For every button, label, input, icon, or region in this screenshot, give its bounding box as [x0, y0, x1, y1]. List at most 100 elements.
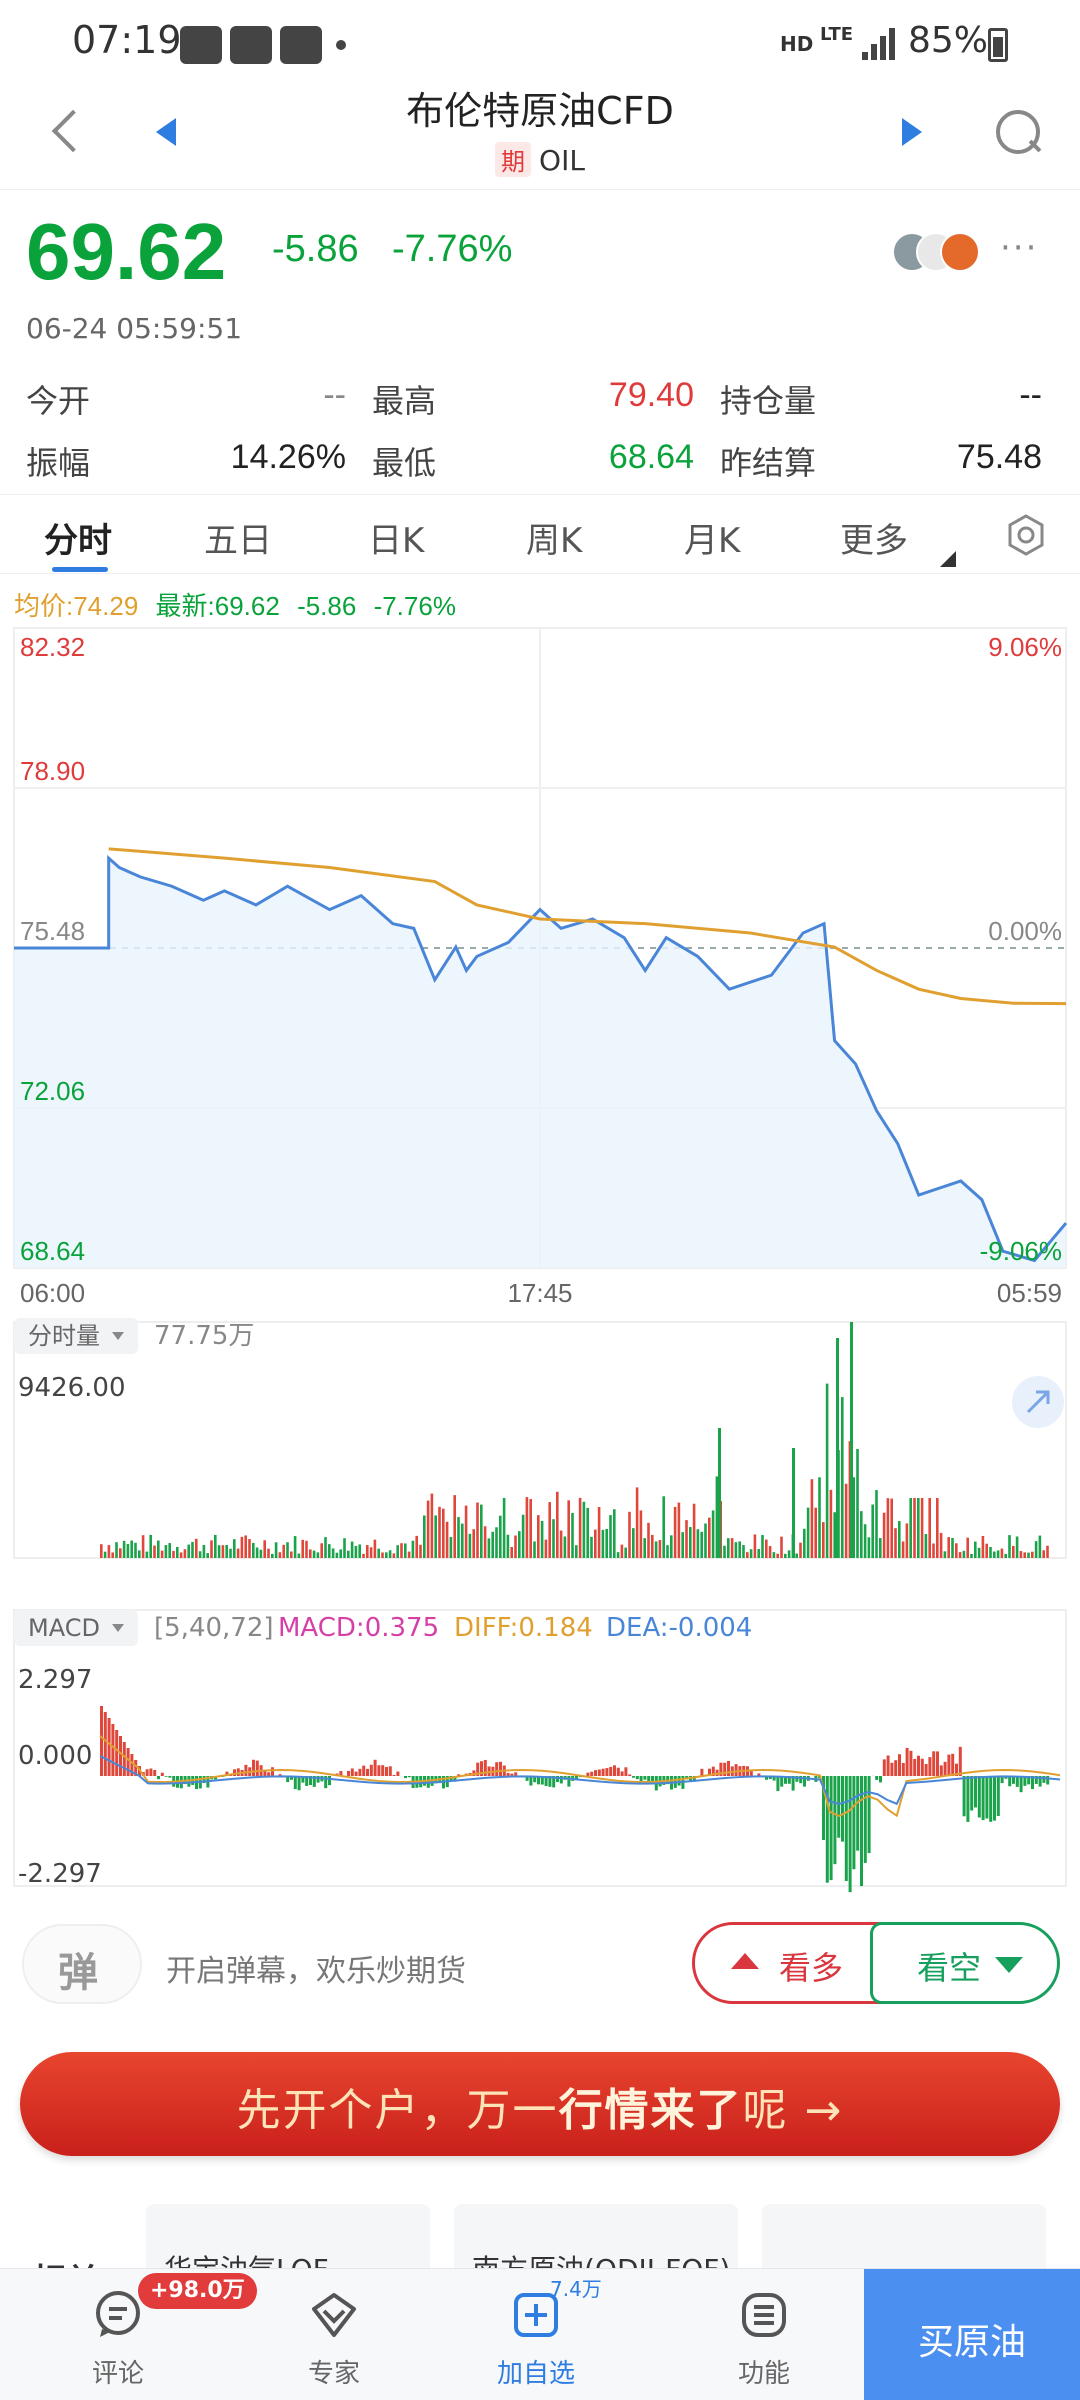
volume-bar: [502, 1497, 506, 1558]
lte-icon: LTE: [820, 24, 854, 45]
volume-bar: [107, 1545, 111, 1558]
volume-bar: [525, 1497, 529, 1558]
volume-bar: [578, 1497, 582, 1558]
macd-bar: [145, 1769, 149, 1776]
macd-bar: [875, 1776, 879, 1780]
prev-symbol-icon[interactable]: [156, 118, 176, 146]
low-label: 最低: [372, 444, 437, 482]
macd-bar: [453, 1776, 457, 1782]
macd-bar: [236, 1768, 240, 1776]
volume-bar: [738, 1541, 741, 1558]
volume-bar: [119, 1548, 122, 1558]
macd-bar: [312, 1776, 316, 1787]
header: 布伦特原油CFD 期 OIL: [0, 86, 1080, 190]
volume-bar: [749, 1549, 753, 1558]
volume-bar: [875, 1490, 878, 1558]
volume-bar: [423, 1515, 426, 1558]
add-watchlist-icon: [514, 2293, 558, 2337]
nav-expert-label: 专家: [307, 2359, 360, 2389]
macd-bar: [635, 1776, 639, 1780]
nav-comment[interactable]: 评论: [38, 2269, 198, 2400]
macd-bar: [499, 1761, 502, 1776]
macd-bar: [700, 1768, 704, 1776]
macd-bar: [575, 1776, 578, 1779]
volume-bar: [233, 1539, 236, 1558]
battery-level: 85%: [908, 20, 989, 61]
intraday-chart[interactable]: 82.32 78.90 75.48 72.06 68.64 9.06% 0.00% -9.06…: [0, 620, 1080, 1900]
volume-bar: [681, 1532, 684, 1558]
macd-bar: [1042, 1776, 1046, 1783]
tab-intraday[interactable]: 分时: [44, 521, 112, 561]
volume-bar: [453, 1495, 456, 1558]
tab-monthly-k[interactable]: 月K: [684, 521, 741, 561]
macd-bar: [765, 1776, 768, 1780]
macd-bar: [711, 1766, 715, 1776]
y-tick-label: 72.06: [20, 1076, 85, 1106]
volume-bar: [324, 1537, 327, 1558]
more-icon[interactable]: ···: [1000, 228, 1039, 268]
tab-five-day[interactable]: 五日: [204, 521, 272, 561]
macd-bar: [586, 1772, 590, 1776]
open-account-banner[interactable]: 先开个户，万一行情来了呢 →: [20, 2052, 1060, 2156]
macd-bar: [385, 1766, 388, 1776]
volume-bar: [464, 1505, 468, 1558]
buy-crude-button[interactable]: 买原油: [864, 2269, 1080, 2400]
settings-icon[interactable]: [1004, 513, 1048, 557]
diff-line: [99, 1735, 1061, 1818]
nav-functions[interactable]: 功能: [684, 2269, 844, 2400]
volume-bar: [407, 1551, 411, 1558]
macd-bar: [863, 1776, 867, 1863]
macd-bar: [594, 1770, 597, 1776]
danmu-toggle-button[interactable]: 弹: [22, 1924, 142, 2004]
volume-bar: [920, 1498, 924, 1558]
volume-bar: [924, 1533, 928, 1558]
nav-expert[interactable]: 专家: [254, 2269, 414, 2400]
macd-bar: [495, 1762, 499, 1776]
volume-bar: [552, 1519, 555, 1558]
volume-bar: [217, 1545, 221, 1558]
volume-bar: [483, 1526, 487, 1558]
macd-bar: [841, 1776, 844, 1842]
nav-add-watchlist[interactable]: 加自选: [456, 2269, 616, 2400]
macd-bar: [480, 1761, 483, 1776]
volume-bar: [677, 1502, 681, 1558]
volume-bar: [746, 1552, 749, 1558]
volume-bar: [742, 1545, 745, 1558]
macd-bar: [354, 1771, 358, 1776]
macd-value: MACD:0.375: [278, 1613, 439, 1643]
volume-bar: [643, 1538, 646, 1558]
macd-bar: [909, 1750, 913, 1776]
macd-bar: [860, 1776, 863, 1887]
volume-bar: [898, 1521, 901, 1558]
tab-weekly-k[interactable]: 周K: [526, 521, 583, 561]
volume-bar: [278, 1552, 282, 1558]
volume-bar: [476, 1502, 479, 1558]
next-symbol-icon[interactable]: [902, 118, 922, 146]
volume-bar: [654, 1541, 658, 1558]
volume-bar: [867, 1537, 871, 1558]
macd-bar: [708, 1768, 711, 1776]
volume-bar: [339, 1549, 342, 1558]
macd-bar: [339, 1771, 343, 1776]
macd-bar: [772, 1776, 776, 1781]
volume-selector[interactable]: [14, 1318, 138, 1354]
user-avatars[interactable]: [892, 232, 992, 272]
volume-bar: [704, 1523, 707, 1558]
tab-daily-k[interactable]: 日K: [368, 521, 425, 561]
volume-bar: [350, 1541, 354, 1558]
danmu-hint[interactable]: 开启弹幕，欢乐炒期货: [166, 1954, 466, 1989]
macd-bar: [981, 1776, 985, 1821]
search-icon[interactable]: [994, 108, 1042, 156]
macd-bar: [795, 1776, 799, 1782]
volume-bar: [461, 1523, 464, 1558]
macd-selector[interactable]: [14, 1610, 138, 1646]
bearish-button[interactable]: 看空: [870, 1922, 1060, 2004]
symbol-code: OIL: [539, 144, 585, 177]
macd-bar: [651, 1776, 654, 1785]
chart-tabs: 分时 五日 日K 周K 月K 更多: [0, 494, 1080, 574]
macd-bar: [605, 1768, 609, 1776]
comment-icon: [96, 2291, 140, 2337]
nav-functions-label: 功能: [737, 2359, 790, 2389]
tab-more[interactable]: 更多: [840, 521, 908, 561]
volume-bar: [958, 1552, 962, 1558]
